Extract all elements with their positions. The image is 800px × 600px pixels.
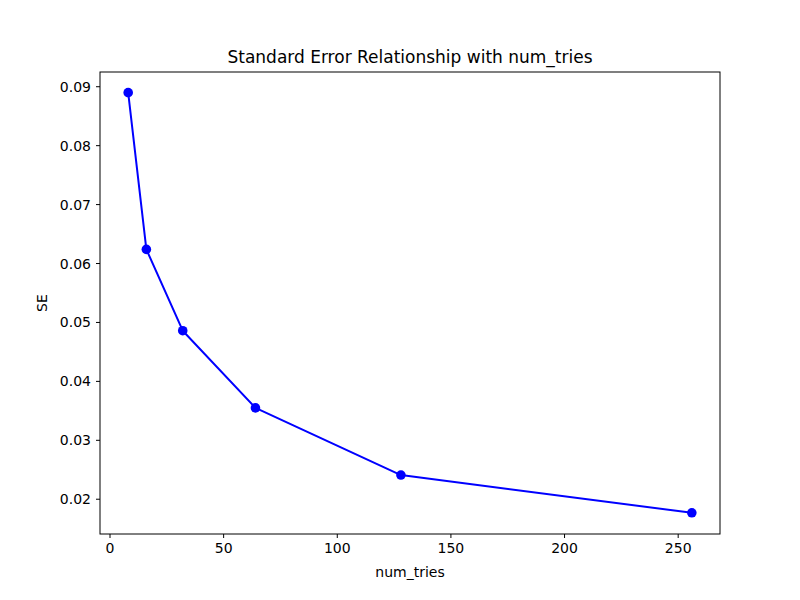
plot-area [100,72,720,534]
x-tick-label: 50 [215,540,233,556]
data-point [178,326,188,336]
y-tick-label: 0.08 [60,138,91,154]
y-tick-label: 0.07 [60,197,91,213]
x-tick-label: 150 [438,540,465,556]
chart-svg: Standard Error Relationship with num_tri… [0,0,800,600]
data-point [123,88,133,98]
x-tick-label: 100 [324,540,351,556]
data-point [142,245,152,255]
y-tick-label: 0.03 [60,432,91,448]
data-point [251,403,261,413]
y-tick-label: 0.04 [60,373,91,389]
chart-figure: Standard Error Relationship with num_tri… [0,0,800,600]
y-tick-label: 0.09 [60,79,91,95]
y-tick-label: 0.02 [60,491,91,507]
x-axis-ticks: 0 50 100 150 200 250 [106,534,692,556]
y-tick-label: 0.05 [60,314,91,330]
x-tick-label: 250 [665,540,692,556]
x-axis-label: num_tries [375,564,444,580]
x-tick-label: 0 [106,540,115,556]
y-axis-ticks: 0.02 0.03 0.04 0.05 0.06 0.07 0.08 0.09 [60,79,100,508]
chart-title: Standard Error Relationship with num_tri… [227,47,592,68]
x-tick-label: 200 [551,540,578,556]
y-axis-label: SE [34,294,50,312]
data-point [687,508,697,518]
data-point [396,470,406,480]
y-tick-label: 0.06 [60,256,91,272]
